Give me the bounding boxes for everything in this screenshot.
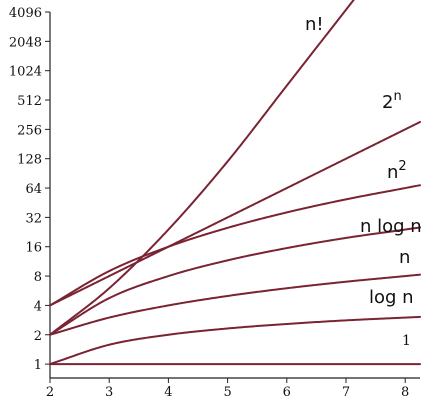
label-two-pow-n: 2n	[382, 89, 402, 113]
curve-n-factorial	[49, 0, 355, 336]
label-n-squared: n2	[387, 159, 407, 183]
y-tick-label: 16	[25, 241, 42, 256]
curve-linear-n	[49, 273, 421, 336]
label-constant-1: 1	[402, 333, 411, 349]
x-tick-label: 6	[283, 385, 291, 400]
x-tick-label: 8	[401, 385, 409, 400]
y-tick-label: 1024	[9, 65, 42, 80]
y-tick-label: 256	[17, 123, 42, 138]
label-n-factorial: n!	[305, 14, 324, 35]
label-n-log-n: n log n	[360, 216, 422, 237]
y-tick-label: 128	[17, 153, 42, 168]
curve-two-pow-n	[49, 121, 421, 307]
curves	[49, 0, 421, 366]
curve-log-n	[49, 315, 421, 366]
x-tick-label: 3	[105, 385, 113, 400]
y-tick-label: 1	[34, 358, 42, 373]
x-tick-label: 5	[223, 385, 231, 400]
x-tick-label: 7	[342, 385, 350, 400]
y-tick-label: 2048	[9, 35, 42, 50]
y-tick-label: 512	[17, 94, 42, 109]
curve-n-log-n	[49, 226, 421, 336]
y-tick-label: 4096	[9, 6, 42, 21]
y-tick-label: 2	[34, 329, 42, 344]
label-linear-n: n	[399, 247, 410, 268]
x-tick-label: 2	[46, 385, 54, 400]
y-tick-label: 4	[34, 299, 42, 314]
y-tick-label: 32	[25, 211, 42, 226]
y-tick-label: 8	[34, 270, 42, 285]
y-tick-label: 64	[25, 182, 42, 197]
label-log-n: log n	[369, 287, 414, 308]
curve-n-squared	[49, 184, 421, 307]
curve-labels: n! 2n n2 n log n n log n 1	[305, 14, 422, 349]
x-tick-label: 4	[164, 385, 172, 400]
